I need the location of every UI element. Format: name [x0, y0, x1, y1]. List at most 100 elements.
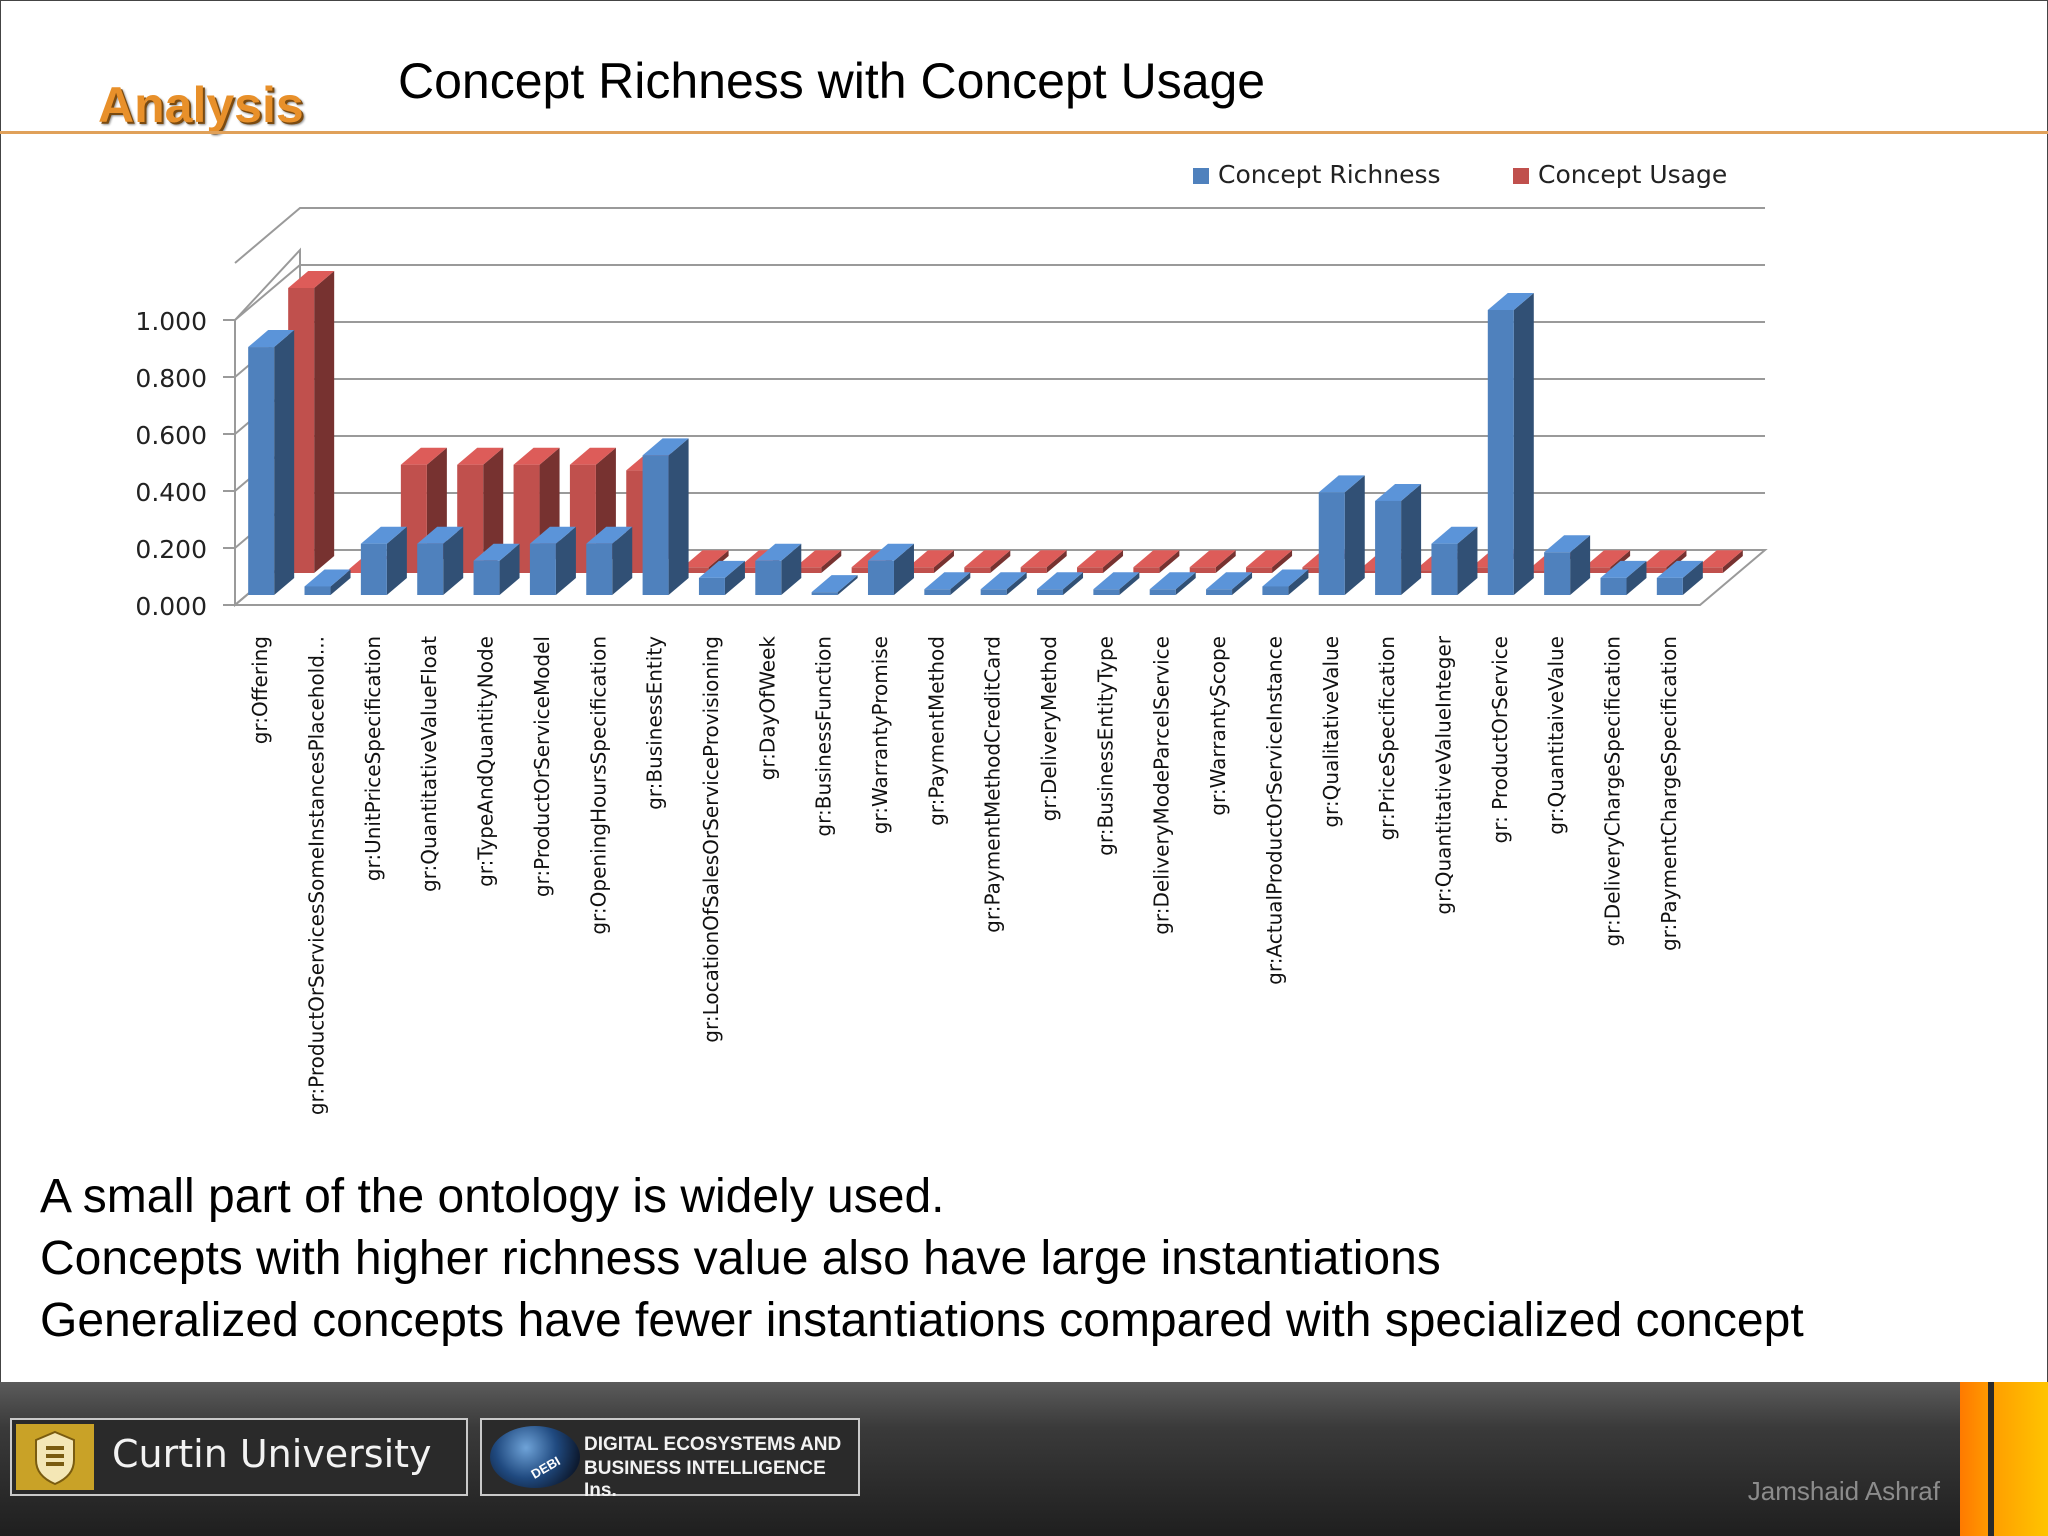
debi-logo-text: DEBI [528, 1453, 563, 1482]
bar-concept-usage-top [1246, 550, 1293, 568]
bar-concept-richness [1431, 526, 1478, 595]
bar-concept-usage-front [1189, 567, 1216, 573]
bar-concept-richness-side [724, 560, 745, 595]
y-tick-label: 0.800 [135, 364, 207, 393]
curtin-university-logo: Curtin University [10, 1418, 468, 1496]
bar-concept-usage-front [1584, 567, 1611, 573]
bar-concept-richness [1037, 572, 1084, 595]
bar-concept-richness [1206, 572, 1253, 595]
bar-concept-usage-top [682, 550, 729, 568]
bar-concept-richness-side [1457, 526, 1478, 595]
bar-concept-usage-side [1159, 550, 1180, 573]
x-tick-label: gr: ProductOrService [1488, 636, 1512, 843]
x-tick-label: gr:DeliveryMethod [1037, 636, 1061, 821]
bar-concept-richness-front [980, 589, 1007, 595]
bar-concept-richness-front [1318, 492, 1345, 595]
x-tick-label: gr:PriceSpecification [1375, 636, 1399, 841]
bar-concept-richness [867, 543, 914, 595]
bar-concept-richness-front [867, 560, 894, 595]
bar-concept-usage [795, 550, 842, 573]
bar-concept-richness [698, 560, 745, 595]
lab-name-line-2: BUSINESS INTELLIGENCE Ins. [584, 1458, 826, 1501]
bar-concept-usage-top [964, 550, 1011, 568]
bullet-item: Concepts with higher richness value also… [40, 1232, 1441, 1285]
bar-concept-richness-top [1262, 569, 1309, 587]
bar-concept-usage-side [1722, 550, 1743, 573]
bar-concept-richness-side [1401, 483, 1422, 595]
lab-name-line-1: DIGITAL ECOSYSTEMS AND [584, 1434, 842, 1455]
bar-concept-richness-top [360, 526, 407, 544]
bar-concept-richness [1318, 475, 1365, 595]
bar-concept-richness-front [417, 543, 444, 595]
chart-bars [248, 271, 1743, 595]
bar-concept-richness-top [811, 575, 858, 593]
legend-label: Concept Usage [1538, 160, 1727, 189]
bar-concept-usage-front [1640, 567, 1667, 573]
bar-concept-richness-side [668, 438, 689, 595]
legend-label: Concept Richness [1218, 160, 1441, 189]
x-tick-label: gr:PaymentMethodCreditCard [981, 636, 1005, 933]
bar-concept-usage-top [1077, 550, 1124, 568]
bar-concept-usage-front [1415, 570, 1442, 573]
section-label: Analysis [98, 77, 304, 133]
bar-concept-usage-front [1302, 567, 1329, 573]
x-tick-label: gr:QuantitativeValueFloat [417, 636, 441, 892]
chart-gridline [234, 321, 1765, 378]
bar-concept-usage-top [457, 447, 504, 465]
x-tick-label: gr:UnitPriceSpecification [361, 636, 385, 881]
bar-concept-richness-front [360, 543, 387, 595]
bar-concept-richness [811, 575, 858, 595]
bar-concept-richness [529, 526, 576, 595]
bar-concept-richness [1262, 569, 1309, 595]
bar-concept-richness-side [274, 330, 295, 595]
debi-logo: DEBI DIGITAL ECOSYSTEMS AND BUSINESS INT… [480, 1418, 860, 1501]
bar-concept-usage-top [288, 271, 335, 288]
x-tick-label: gr:DayOfWeek [755, 636, 779, 781]
bar-concept-richness-front [1375, 500, 1402, 595]
bar-concept-usage-top [1020, 550, 1067, 568]
bar-concept-richness-side [1513, 293, 1534, 595]
bar-concept-richness-side [1344, 475, 1365, 595]
bar-concept-richness [924, 572, 971, 595]
y-tick-label: 0.400 [135, 478, 207, 507]
bar-concept-usage-front [851, 567, 878, 573]
bar-chart: 0.000 0.200 0.400 0.600 0.800 1.000 gr:Offeri… [135, 160, 1768, 1115]
bar-concept-richness [642, 438, 689, 595]
x-tick-label: gr:ActualProductOrServiceInstance [1262, 636, 1286, 985]
bar-concept-usage-front [907, 567, 934, 573]
bar-concept-richness-top [417, 526, 464, 544]
chart-x-axis: gr:Offering gr:ProductOrServicesSomeInsta… [248, 635, 1681, 1115]
crest-icon [16, 1424, 94, 1490]
x-tick-label: gr:LocationOfSalesOrServiceProvisioning [699, 636, 723, 1043]
bar-concept-usage [964, 550, 1011, 573]
bar-concept-usage-top [1189, 550, 1236, 568]
bar-concept-richness-top [248, 330, 295, 348]
x-tick-label: gr:Offering [248, 636, 272, 744]
bar-concept-richness-front [755, 560, 782, 595]
bar-concept-richness [1093, 572, 1140, 595]
bar-concept-usage-front [1471, 567, 1498, 573]
x-tick-label: gr:BusinessEntity [643, 636, 667, 810]
bar-concept-richness-front [1431, 543, 1458, 595]
bar-concept-richness-side [330, 569, 351, 595]
x-tick-label: gr:ProductOrServiceModel [530, 636, 554, 897]
chart-y-axis: 0.000 0.200 0.400 0.600 0.800 1.000 [135, 307, 235, 621]
bar-concept-richness-top [473, 543, 520, 561]
bar-concept-richness [417, 526, 464, 595]
bar-concept-richness-front [1600, 577, 1627, 595]
bar-concept-richness-top [698, 560, 745, 578]
bar-concept-usage-top [795, 550, 842, 568]
bar-concept-usage-front [1696, 567, 1723, 573]
bullet-list: A small part of the ontology is widely u… [40, 1166, 1804, 1352]
bar-concept-usage [1020, 550, 1067, 573]
author-name: Jamshaid Ashraf [1747, 1476, 1940, 1506]
bullet-item: A small part of the ontology is widely u… [40, 1170, 945, 1223]
bar-concept-richness [1375, 483, 1422, 595]
bar-concept-richness-front [248, 347, 275, 595]
bar-concept-usage [1246, 550, 1293, 573]
bar-concept-usage-top [1640, 550, 1687, 568]
bar-concept-richness [1487, 293, 1534, 595]
bar-concept-richness-side [612, 526, 633, 595]
bar-concept-richness-front [1656, 577, 1683, 595]
bar-concept-usage-top [569, 447, 616, 465]
